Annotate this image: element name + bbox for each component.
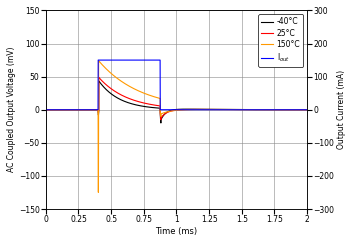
Y-axis label: Output Current (mA): Output Current (mA) [337,70,346,149]
X-axis label: Time (ms): Time (ms) [155,227,197,236]
Legend: -40°C, 25°C, 150°C, I$_{out}$: -40°C, 25°C, 150°C, I$_{out}$ [258,14,303,67]
Y-axis label: AC Coupled Output Voltage (mV): AC Coupled Output Voltage (mV) [7,47,16,173]
